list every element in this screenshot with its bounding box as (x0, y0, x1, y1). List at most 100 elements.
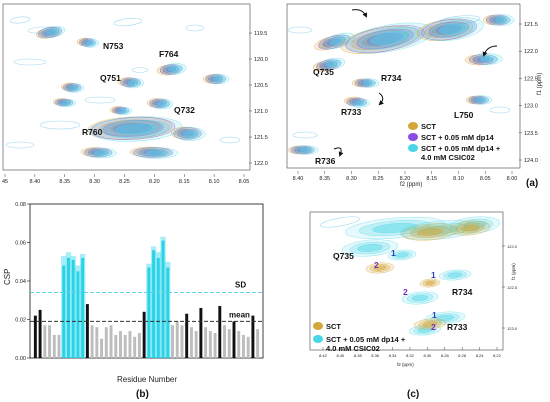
contour-peak (45, 29, 59, 35)
contour-peak (356, 28, 414, 50)
legend-c-swatch-sct (313, 322, 323, 330)
contours-a-right (287, 14, 515, 155)
x-tick-label: 8.05 (480, 176, 491, 182)
contour-peak (447, 272, 463, 278)
legend-a: SCT SCT + 0.05 mM dp14 SCT + 0.05 mM dp1… (408, 122, 501, 162)
y-tick-label: 0.00 (15, 356, 26, 362)
contour-peak (85, 40, 95, 46)
legend-c: SCT SCT + 0.05 mM dp14 + 4.0 mM CSIC02 (313, 322, 406, 353)
y-tick-label: 121.5 (524, 22, 538, 28)
bar (237, 331, 241, 358)
ylabel-a-right: f1 (ppm) (537, 73, 543, 95)
contour-peak (80, 38, 100, 48)
x-tick-label: 8.30 (346, 176, 357, 182)
contour-peak (178, 128, 202, 140)
peak-label-r760: R760 (82, 127, 103, 137)
x-tick-label: 8.10 (209, 179, 220, 185)
bar (137, 332, 141, 358)
bar (152, 250, 156, 358)
shift-arrow-3 (378, 92, 384, 106)
legend-swatch-dp14 (408, 133, 418, 141)
contours-a-left (5, 16, 241, 159)
contour-peak (318, 57, 346, 71)
x-tick-label: 8.40 (293, 176, 304, 182)
x-tick-label: 8.32 (406, 353, 415, 358)
x-tick-label: 8.10 (453, 176, 464, 182)
contour-peak (212, 76, 224, 82)
bar (48, 325, 52, 358)
contour-peak (114, 123, 158, 135)
xlabel-c: f2 (ppm) (397, 362, 414, 367)
y-ticks-a-right: 121.5 122.0 122.5 123.0 123.5 124.0 (519, 22, 538, 164)
contour-peak (322, 62, 335, 68)
bar (114, 334, 118, 358)
contour-peak (387, 249, 417, 261)
y-tick-label: 0.08 (15, 202, 26, 208)
contours-c (319, 216, 501, 336)
legend-label-csic02-1: SCT + 0.05 mM dp14 + (421, 144, 501, 153)
y-tick-label: 0.02 (15, 318, 26, 324)
y-tick-label: 122.0 (254, 161, 268, 167)
bar (95, 327, 99, 358)
bar (119, 331, 122, 358)
bar (67, 257, 70, 358)
contour-peak (156, 101, 168, 107)
marker-q735-2: 2 (374, 260, 379, 270)
x-tick-label: 8.30 (424, 353, 433, 358)
contour-peak (182, 130, 198, 138)
x-tick-label: 8.36 (371, 353, 380, 358)
contour-faint (113, 17, 143, 27)
contour-peak (422, 17, 484, 41)
contour-peak (475, 97, 487, 103)
panel-label-c: (c) (407, 389, 419, 400)
bar (43, 325, 47, 358)
contour-peak (298, 147, 312, 153)
contour-peak (55, 98, 77, 108)
bar (189, 327, 193, 358)
contour-peak (145, 150, 167, 156)
panel-label-a: (a) (526, 178, 538, 189)
bar (251, 315, 255, 358)
x-tick-label: 8.38 (354, 353, 363, 358)
y-tick-label: 120.0 (254, 57, 268, 63)
legend-c-label-csic02-1: SCT + 0.05 mM dp14 + (326, 335, 406, 344)
contour-faint (489, 106, 511, 114)
x-tick-label: 8.42 (319, 353, 328, 358)
contour-peak (38, 25, 66, 39)
marker-r734-1: 1 (431, 270, 436, 280)
x-tick-label: 8.26 (458, 353, 467, 358)
y-tick-label: 120.5 (254, 83, 268, 89)
x-tick-label: 8.15 (426, 176, 437, 182)
spectrum-a-left: N753 F764 Q751 Q732 R760 45 8.40 8.35 8.30 8… (2, 3, 268, 185)
y-tick-label: 0.06 (15, 241, 26, 247)
bar-chart-b: SD mean 0.00 0.02 0.04 0.06 0.08 CSP Residue… (3, 202, 264, 384)
xlabel-a-right: f2 (ppm) (400, 182, 422, 188)
bar (208, 331, 212, 358)
contour-peak (178, 130, 192, 136)
bar (90, 325, 94, 358)
contour-peak (494, 17, 508, 23)
bar (232, 321, 236, 358)
contour-peak (479, 56, 495, 62)
peak-label-r733: R733 (341, 107, 362, 117)
y-ticks-c: 122.0 122.5 123.0 (502, 244, 518, 331)
contour-peak (460, 224, 480, 232)
bar (81, 257, 85, 358)
shift-arrow-4 (333, 147, 344, 157)
bar (166, 267, 170, 358)
bar (100, 338, 104, 358)
peak-label-q751: Q751 (100, 73, 121, 83)
bar (241, 334, 245, 358)
peak-label-n753: N753 (103, 41, 124, 51)
x-tick-label: 8.24 (476, 353, 485, 358)
bar (223, 325, 226, 358)
ylabel-c: f1 (ppm) (511, 263, 516, 280)
y-tick-label: 0.04 (15, 279, 26, 285)
bar (38, 309, 42, 358)
contour-faint (5, 141, 35, 149)
peak-label-l750: L750 (454, 110, 474, 120)
contour-faint (219, 136, 241, 144)
contour-peak (90, 117, 176, 140)
bar (71, 259, 75, 358)
x-tick-label: 8.20 (149, 179, 160, 185)
